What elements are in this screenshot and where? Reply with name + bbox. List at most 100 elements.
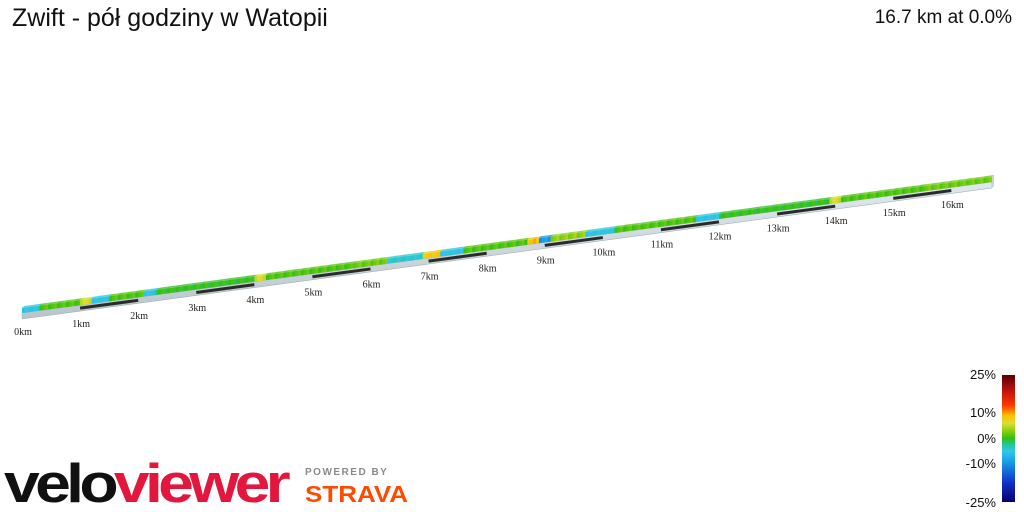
grade-segment-top <box>814 198 821 201</box>
strava-logo[interactable]: STRAVA <box>305 480 415 506</box>
grade-segment-top <box>919 184 925 187</box>
grade-segment-top <box>184 283 190 287</box>
profile-end-cap <box>992 175 994 188</box>
grade-segment-top <box>390 255 397 259</box>
grade-segment-top <box>811 198 818 202</box>
grade-segment <box>216 281 220 287</box>
grade-segment-top <box>379 257 385 260</box>
grade-segment-top <box>840 195 847 198</box>
grade-segment <box>332 265 337 272</box>
grade-segment-top <box>791 201 797 205</box>
grade-segment <box>309 268 313 275</box>
grade-segment <box>719 213 723 219</box>
grade-segment <box>385 258 389 264</box>
grade-segment <box>530 238 534 245</box>
grade-segment-top <box>48 302 54 305</box>
grade-segment <box>24 307 29 313</box>
grade-segment <box>463 247 467 254</box>
grade-segment <box>599 229 604 235</box>
grade-segment-top <box>326 264 333 267</box>
grade-segment-top <box>884 189 890 192</box>
grade-segment <box>971 179 975 185</box>
km-band <box>893 189 952 200</box>
grade-segment <box>620 226 624 233</box>
grade-segment-top <box>585 229 591 232</box>
grade-segment-top <box>669 218 675 221</box>
grade-segment-top <box>573 231 580 234</box>
grade-segment <box>225 280 229 286</box>
grade-segment-top <box>678 216 684 220</box>
grade-segment-top <box>823 197 829 200</box>
grade-segment <box>437 251 441 257</box>
grade-segment <box>440 251 444 257</box>
grade-segment-top <box>283 270 289 273</box>
grade-segment-top <box>817 198 824 201</box>
grade-segment-top <box>655 220 661 223</box>
grade-segment-top <box>643 221 649 225</box>
grade-segment <box>721 213 726 219</box>
grade-segment <box>820 199 824 206</box>
grade-segment-top <box>852 193 858 196</box>
grade-segment-top <box>759 205 765 209</box>
grade-segment-top <box>672 217 678 221</box>
grade-segment <box>329 266 334 272</box>
grade-segment <box>472 246 476 253</box>
grade-segment <box>544 237 549 243</box>
grade-segment <box>893 189 897 196</box>
grade-segment-top <box>94 295 100 299</box>
grade-segment-top <box>768 204 774 208</box>
grade-segment-top <box>297 268 304 271</box>
grade-segment <box>74 300 78 306</box>
grade-segment-top <box>268 272 275 275</box>
grade-segment <box>242 277 247 284</box>
grade-segment-top <box>181 284 188 287</box>
grade-segment-top <box>623 224 629 227</box>
grade-segment <box>236 278 241 284</box>
grade-segment <box>42 304 46 311</box>
grade-segment <box>399 256 403 263</box>
veloviewer-logo[interactable]: velo viewer <box>4 452 294 508</box>
grade-segment-top <box>85 296 92 300</box>
grade-segment <box>884 191 888 197</box>
grade-segment-top <box>870 191 876 194</box>
grade-segment <box>736 211 740 217</box>
grade-segment <box>199 283 203 290</box>
grade-segment <box>672 219 676 226</box>
grade-segment <box>347 263 351 270</box>
logo-velo-text: velo <box>4 452 117 508</box>
grade-segment-top <box>742 208 748 211</box>
grade-segment-top <box>56 300 63 304</box>
grade-segment <box>562 234 566 241</box>
grade-segment-top <box>446 248 452 251</box>
grade-segment-top <box>599 227 606 230</box>
grade-segment-top <box>730 209 736 213</box>
grade-segment <box>942 183 946 189</box>
grade-segment <box>840 197 845 203</box>
grade-segment <box>602 229 607 235</box>
grade-segment <box>838 197 842 203</box>
grade-segment-top <box>175 284 182 288</box>
grade-segment-top <box>544 235 551 238</box>
grade-segment <box>370 260 374 266</box>
grade-segment-top <box>939 181 946 185</box>
km-tick-label: 9km <box>537 256 555 267</box>
grade-segment-top <box>97 295 103 298</box>
grade-segment <box>527 239 531 245</box>
grade-segment <box>817 200 822 206</box>
grade-segment <box>187 285 191 291</box>
grade-segment-top <box>294 268 301 272</box>
grade-segment <box>507 242 511 248</box>
grade-segment-top <box>242 275 249 279</box>
grade-segment-top <box>910 185 916 188</box>
grade-segment-top <box>771 204 777 207</box>
grade-segment <box>652 222 656 228</box>
grade-segment <box>553 235 557 242</box>
grade-segment-top <box>806 199 812 203</box>
grade-segment <box>123 293 127 300</box>
grade-segment-top <box>681 216 687 219</box>
grade-segment-top <box>687 215 693 219</box>
grade-segment-top <box>91 296 98 299</box>
grade-segment-top <box>62 300 68 303</box>
grade-segment-top <box>832 196 838 199</box>
grade-segment-top <box>931 182 937 186</box>
